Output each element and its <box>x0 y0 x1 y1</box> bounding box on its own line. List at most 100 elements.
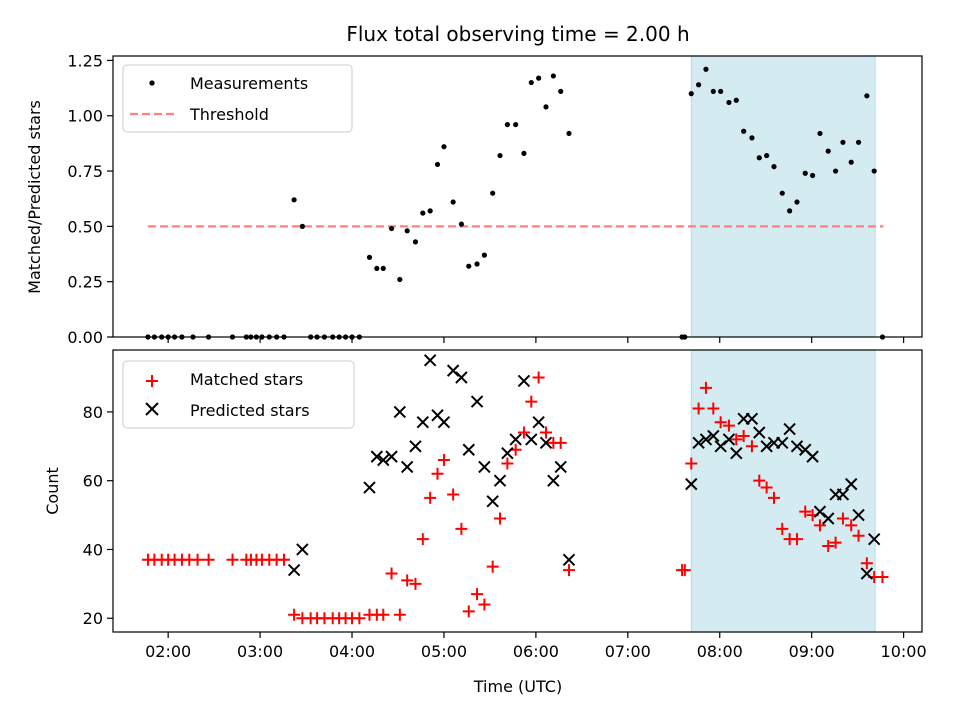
measurement-point-42 <box>490 190 496 196</box>
bottom-legend: Matched stars Predicted stars <box>122 360 355 429</box>
matched-point-66 <box>760 481 773 494</box>
matched-point-49 <box>532 371 545 384</box>
measurement-point-77 <box>855 139 862 145</box>
legend-x-icon <box>145 402 159 416</box>
predicted-point-26 <box>547 474 560 487</box>
bottom-xtick-label-4: 06:00 <box>513 642 559 661</box>
measurement-point-59 <box>718 88 724 95</box>
predicted-points <box>287 354 881 580</box>
legend-label-measurements: Measurements <box>190 74 308 93</box>
measurement-point-72 <box>817 130 823 137</box>
predicted-point-49 <box>836 488 850 501</box>
measurement-point-31 <box>404 228 410 234</box>
matched-point-74 <box>822 540 835 553</box>
measurement-point-35 <box>434 161 441 168</box>
bottom-legend-box <box>122 360 355 429</box>
measurement-point-57 <box>703 66 709 72</box>
predicted-point-18 <box>486 495 499 508</box>
matched-point-8 <box>202 553 215 566</box>
bottom-ytick-label-2: 60 <box>83 472 103 491</box>
top-legend-box <box>122 64 353 133</box>
measurement-point-61 <box>733 97 739 103</box>
matched-point-60 <box>714 416 727 429</box>
measurement-point-43 <box>497 152 503 159</box>
top-ytick-label-1: 0.25 <box>67 273 103 292</box>
measurement-point-39 <box>466 263 472 269</box>
matched-point-42 <box>478 598 491 611</box>
predicted-point-3 <box>370 450 384 463</box>
matched-point-52 <box>554 436 567 449</box>
predicted-point-16 <box>470 395 484 408</box>
matched-point-45 <box>501 457 514 470</box>
matched-point-79 <box>860 557 873 570</box>
bottom-y-axis-label: Count <box>43 467 62 515</box>
predicted-point-7 <box>400 460 414 474</box>
matched-point-36 <box>431 467 444 480</box>
measurement-point-26 <box>366 254 373 260</box>
measurement-point-56 <box>696 82 702 88</box>
predicted-point-21 <box>509 433 522 446</box>
measurement-point-74 <box>832 168 839 174</box>
predicted-point-14 <box>455 371 468 384</box>
predicted-point-17 <box>478 460 491 474</box>
measurement-point-49 <box>543 104 549 110</box>
matched-point-59 <box>707 402 720 415</box>
matched-point-37 <box>437 454 450 467</box>
predicted-point-10 <box>423 354 437 367</box>
measurement-point-75 <box>840 139 846 145</box>
predicted-point-42 <box>783 422 796 436</box>
measurement-point-70 <box>802 170 808 176</box>
predicted-point-35 <box>730 446 743 460</box>
bottom-xtick-label-6: 08:00 <box>697 642 743 661</box>
predicted-point-47 <box>822 512 835 525</box>
matched-point-55 <box>678 564 691 577</box>
measurement-point-52 <box>566 130 572 137</box>
matched-point-48 <box>525 395 538 408</box>
predicted-point-23 <box>525 433 538 446</box>
predicted-point-38 <box>753 426 766 439</box>
predicted-point-50 <box>845 477 858 491</box>
measurement-point-38 <box>458 221 465 227</box>
measurement-point-30 <box>397 276 403 283</box>
matched-point-41 <box>471 588 484 601</box>
measurement-point-40 <box>474 261 480 267</box>
predicted-point-6 <box>393 405 407 419</box>
measurement-point-33 <box>420 210 426 216</box>
top-y-ticks: 0.00 0.25 0.50 0.75 1.00 1.25 <box>67 51 113 347</box>
bottom-xtick-label-2: 04:00 <box>329 642 375 661</box>
measurement-point-36 <box>441 144 447 150</box>
measurement-point-63 <box>749 135 755 141</box>
measurement-point-50 <box>550 73 556 79</box>
predicted-point-51 <box>852 508 865 522</box>
measurement-point-27 <box>374 265 380 272</box>
predicted-point-45 <box>806 450 819 463</box>
top-ytick-label-2: 0.50 <box>67 217 103 236</box>
matched-point-7 <box>191 553 204 566</box>
measurement-point-58 <box>710 88 716 95</box>
bottom-y-ticks: 20 40 60 80 <box>83 403 113 628</box>
bottom-ytick-label-0: 20 <box>83 609 103 628</box>
matched-point-40 <box>462 605 475 618</box>
measurement-point-55 <box>688 91 694 97</box>
matched-point-53 <box>562 564 575 577</box>
top-ytick-label-3: 0.75 <box>67 162 103 181</box>
predicted-point-34 <box>722 433 736 446</box>
measurement-point-76 <box>848 159 854 165</box>
measurement-point-34 <box>427 208 433 214</box>
bottom-xtick-label-8: 10:00 <box>881 642 927 661</box>
bottom-ytick-label-1: 40 <box>83 540 103 559</box>
predicted-point-15 <box>462 443 475 456</box>
predicted-point-28 <box>562 553 576 566</box>
predicted-point-4 <box>377 453 390 467</box>
matched-point-31 <box>393 608 406 621</box>
measurement-point-48 <box>536 75 542 81</box>
matched-point-29 <box>377 608 390 621</box>
top-highlight-band <box>690 55 876 338</box>
matched-point-35 <box>424 491 437 504</box>
matched-point-17 <box>288 608 301 621</box>
measurement-point-69 <box>794 199 800 205</box>
matched-point-30 <box>385 567 398 580</box>
matched-point-39 <box>455 522 468 535</box>
predicted-point-29 <box>685 477 698 491</box>
